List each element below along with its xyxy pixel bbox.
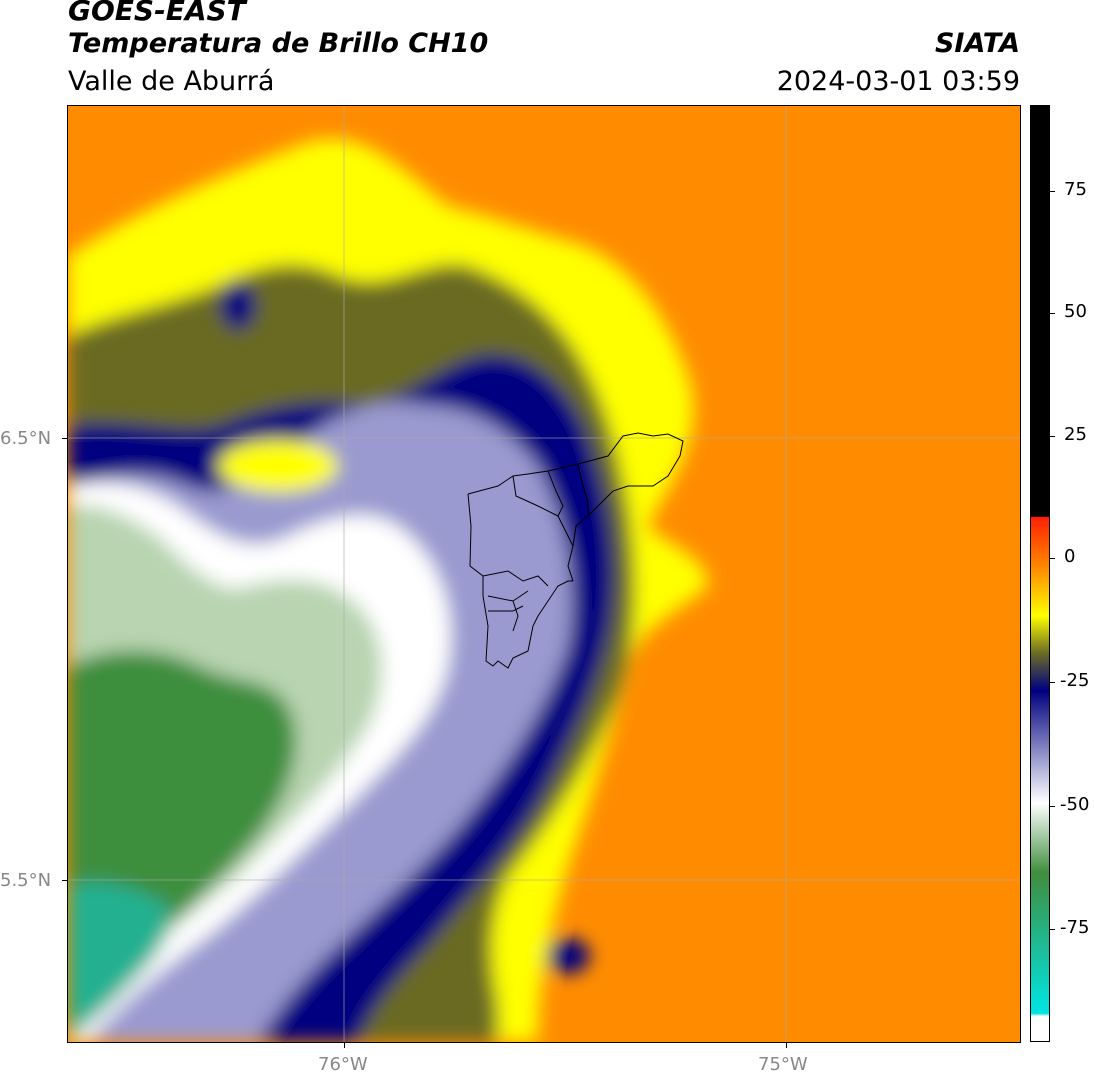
- municipal-boundaries: [467, 432, 684, 669]
- boundary-internal-6: [488, 605, 524, 612]
- colorbar-gradient: [1030, 105, 1050, 1042]
- region-subtitle: Valle de Aburrá: [68, 66, 275, 97]
- boundary-internal-4: [482, 570, 549, 587]
- colorbar-label-75: 75: [1064, 179, 1087, 200]
- colorbar-tick-minus-50: [1050, 806, 1055, 807]
- cloud-teal-core: [68, 882, 170, 1042]
- boundary-internal-7: [512, 600, 519, 632]
- lon-tick-75w: [786, 1042, 787, 1048]
- warm-patch-west: [218, 440, 338, 492]
- colorbar-label-minus-50: -50: [1060, 794, 1090, 815]
- lon-label-75w: 75°W: [758, 1054, 808, 1075]
- lon-label-76w: 76°W: [318, 1054, 368, 1075]
- temperature-colorbar: [1030, 105, 1050, 1042]
- cold-cell-south: [546, 938, 590, 974]
- organization-label: SIATA: [934, 28, 1020, 59]
- colorbar-label-0: 0: [1064, 546, 1076, 567]
- boundary-internal-2: [547, 470, 564, 517]
- map-product-title: Temperatura de Brillo CH10: [68, 28, 489, 59]
- colorbar-tick-50: [1050, 313, 1055, 314]
- lat-label-6-5n: 6.5°N: [0, 428, 52, 449]
- colorbar-label-minus-25: -25: [1060, 670, 1090, 691]
- colorbar-tick-minus-75: [1050, 929, 1055, 930]
- map-title: GOES-EAST: [68, 0, 246, 27]
- colorbar-label-50: 50: [1064, 301, 1087, 322]
- satellite-map: [67, 105, 1021, 1043]
- colorbar-tick-minus-25: [1050, 682, 1055, 683]
- colorbar-tick-25: [1050, 436, 1055, 437]
- timestamp-label: 2024-03-01 03:59: [776, 66, 1020, 97]
- boundary-internal-3: [577, 463, 589, 516]
- colorbar-label-25: 25: [1064, 424, 1087, 445]
- boundary-internal-1: [512, 475, 574, 547]
- lon-tick-76w: [344, 1042, 345, 1048]
- lat-tick-6-5n: [62, 438, 68, 439]
- lat-label-5-5n: 5.5°N: [0, 870, 52, 891]
- cold-cell-north: [220, 282, 256, 330]
- boundary-outline-south: [467, 493, 573, 669]
- colorbar-tick-0: [1050, 558, 1055, 559]
- lat-tick-5-5n: [62, 880, 68, 881]
- colorbar-label-minus-75: -75: [1060, 917, 1090, 938]
- colorbar-tick-75: [1050, 191, 1055, 192]
- boundary-outline-north: [467, 432, 684, 582]
